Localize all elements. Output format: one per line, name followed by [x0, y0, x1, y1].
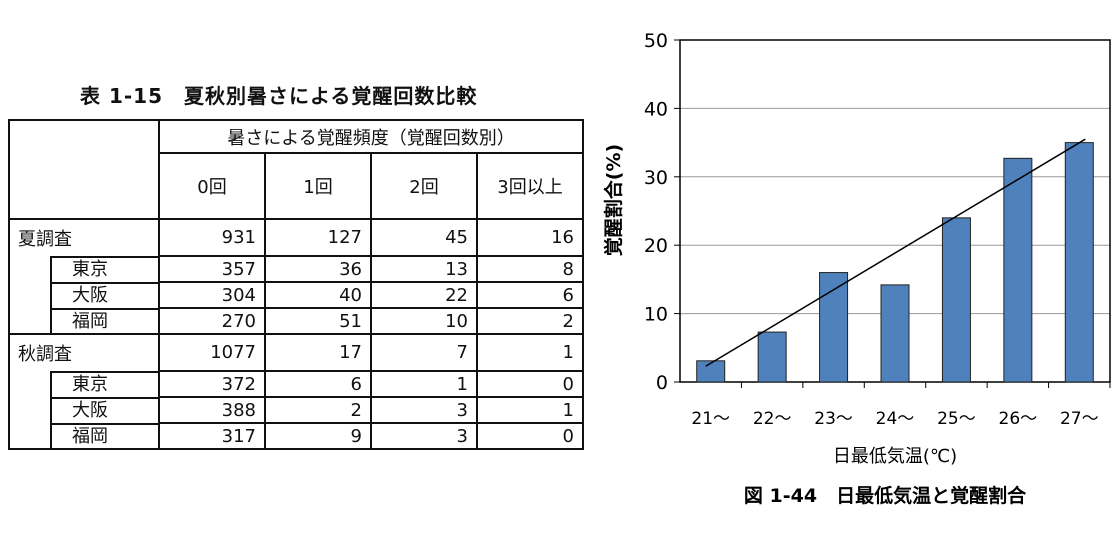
- cell: 17: [264, 333, 372, 372]
- cell: 9: [264, 422, 372, 450]
- cell: 6: [264, 370, 372, 398]
- cell: 127: [264, 218, 372, 257]
- cell: 1: [476, 333, 584, 372]
- city-label: 福岡: [50, 422, 158, 449]
- table-title: 表 1-15 夏秋別暑さによる覚醒回数比較: [80, 84, 478, 108]
- city-label: 福岡: [50, 307, 158, 334]
- x-axis-label: 日最低気温(℃): [833, 446, 957, 467]
- cell: 10: [370, 307, 478, 335]
- group-header: 暑さによる覚醒頻度（覚醒回数別）: [158, 119, 584, 154]
- cell: 372: [158, 370, 266, 398]
- cell: 2: [264, 396, 372, 424]
- cell: 3: [370, 396, 478, 424]
- cell: 270: [158, 307, 266, 335]
- table-row: 秋調査 1077 17 7 1: [8, 333, 584, 372]
- cell: 388: [158, 396, 266, 424]
- column-header: 1回: [264, 152, 372, 220]
- cell: 45: [370, 218, 478, 257]
- y-tick-label: 30: [644, 167, 668, 189]
- x-tick-label: 27～: [1060, 409, 1099, 429]
- table-row: 福岡 270 51 10 2: [8, 307, 584, 335]
- cell: 7: [370, 333, 478, 372]
- table-row: 福岡 317 9 3 0: [8, 422, 584, 450]
- y-tick-label: 40: [644, 98, 668, 120]
- x-tick-label: 26～: [999, 409, 1038, 429]
- table-row: 大阪 304 40 22 6: [8, 281, 584, 309]
- bar: [1064, 142, 1094, 383]
- awakening-table: 暑さによる覚醒頻度（覚醒回数別） 0回 1回 2回 3回以上 夏調査 931 127 45 16 東…: [8, 119, 584, 450]
- cell: 13: [370, 255, 478, 283]
- cell: 357: [158, 255, 266, 283]
- cell: 6: [476, 281, 584, 309]
- bar: [1003, 157, 1033, 383]
- x-tick-label: 23～: [814, 409, 853, 429]
- trend-line: [705, 138, 1086, 367]
- bar: [757, 331, 787, 383]
- corner-cell: [8, 119, 160, 220]
- cell: 0: [476, 370, 584, 398]
- y-tick-label: 20: [644, 235, 668, 257]
- group-label: 秋調査: [8, 333, 160, 371]
- cell: 16: [476, 218, 584, 257]
- column-header: 0回: [158, 152, 266, 220]
- cell: 1: [370, 370, 478, 398]
- x-tick-label: 21～: [691, 409, 730, 429]
- y-axis-label: 覚醒割合(%): [602, 144, 625, 256]
- x-tick-label: 22～: [753, 409, 792, 429]
- table-row: 大阪 388 2 3 1: [8, 396, 584, 424]
- bar: [696, 360, 726, 383]
- bar: [941, 217, 971, 383]
- cell: 1077: [158, 333, 266, 372]
- cell: 317: [158, 422, 266, 450]
- cell: 51: [264, 307, 372, 335]
- bar: [819, 272, 849, 383]
- cell: 304: [158, 281, 266, 309]
- table-row: 東京 357 36 13 8: [8, 255, 584, 283]
- y-tick-label: 0: [656, 372, 668, 394]
- cell: 36: [264, 255, 372, 283]
- cell: 22: [370, 281, 478, 309]
- cell: 1: [476, 396, 584, 424]
- table-row: 東京 372 6 1 0: [8, 370, 584, 398]
- cell: 931: [158, 218, 266, 257]
- cell: 0: [476, 422, 584, 450]
- column-header: 3回以上: [476, 152, 584, 220]
- cell: 8: [476, 255, 584, 283]
- y-tick-label: 50: [644, 30, 668, 52]
- chart-title: 図 1-44 日最低気温と覚醒割合: [744, 484, 1027, 507]
- x-tick-label: 24～: [876, 409, 915, 429]
- city-label: 大阪: [50, 282, 158, 308]
- x-tick-label: 25～: [937, 409, 976, 429]
- cell: 2: [476, 307, 584, 335]
- cell: 3: [370, 422, 478, 450]
- city-label: 大阪: [50, 397, 158, 423]
- group-label: 夏調査: [8, 218, 160, 256]
- table-row: 夏調査 931 127 45 16: [8, 218, 584, 257]
- bar: [880, 284, 910, 383]
- y-tick-label: 10: [644, 304, 668, 326]
- column-header: 2回: [370, 152, 478, 220]
- city-label: 東京: [50, 371, 158, 397]
- cell: 40: [264, 281, 372, 309]
- city-label: 東京: [50, 256, 158, 282]
